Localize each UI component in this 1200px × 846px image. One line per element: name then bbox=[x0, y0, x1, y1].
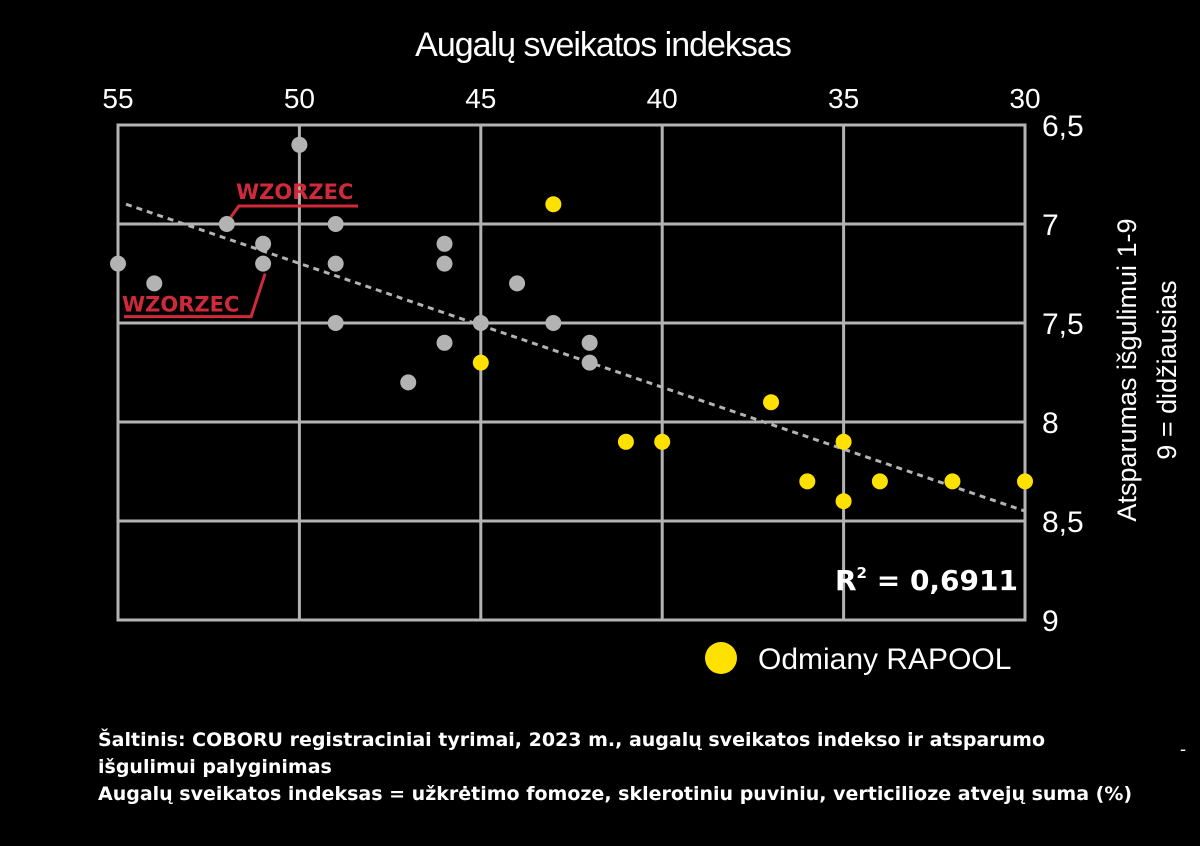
data-point-gray bbox=[110, 255, 126, 272]
x-tick-label: 55 bbox=[102, 83, 133, 114]
data-point-rapool bbox=[617, 433, 634, 450]
x-tick-label: 50 bbox=[284, 83, 315, 114]
y-tick-label: 9 bbox=[1042, 605, 1059, 638]
stray-dash: - bbox=[1180, 739, 1186, 759]
chart-title: Augalų sveikatos indeksas bbox=[415, 26, 791, 64]
annotation-wzorzec-label: WZORZEC bbox=[122, 293, 239, 317]
trend-line bbox=[125, 202, 1026, 513]
data-point-rapool bbox=[545, 196, 562, 213]
data-point-gray bbox=[436, 255, 453, 272]
data-point-gray bbox=[581, 334, 598, 351]
x-tick-label: 45 bbox=[465, 83, 496, 114]
formula-line: Augalų sveikatos indeksas = užkrėtimo fo… bbox=[98, 783, 1133, 805]
data-point-rapool bbox=[835, 493, 852, 510]
data-point-rapool bbox=[871, 473, 888, 490]
x-tick-label: 35 bbox=[828, 83, 859, 114]
data-point-gray bbox=[581, 354, 598, 371]
data-point-rapool bbox=[472, 354, 489, 371]
data-point-rapool bbox=[835, 433, 852, 450]
source-note: Šaltinis: COBORU registraciniai tyrimai,… bbox=[98, 727, 1188, 808]
legend-marker-rapool bbox=[705, 642, 737, 674]
data-point-gray bbox=[146, 275, 163, 292]
y-tick-label: 7,5 bbox=[1042, 308, 1084, 341]
annotation-wzorzec-label: WZORZEC bbox=[236, 180, 353, 204]
y-axis-label-line-1: Atsparumas išgulimui 1-9 bbox=[1112, 218, 1142, 521]
data-point-gray bbox=[327, 216, 344, 232]
data-point-rapool bbox=[763, 394, 780, 411]
data-point-gray bbox=[218, 216, 235, 232]
data-point-gray bbox=[255, 255, 272, 272]
data-point-rapool bbox=[1017, 473, 1033, 490]
y-axis-label-line-2: 9 = didžiausias bbox=[1152, 280, 1182, 459]
data-point-rapool bbox=[799, 473, 816, 490]
y-tick-label: 7 bbox=[1042, 209, 1059, 242]
annotation-leader bbox=[124, 273, 267, 319]
data-point-gray bbox=[436, 235, 453, 252]
data-point-rapool bbox=[944, 473, 961, 490]
annotation-leader bbox=[229, 204, 358, 218]
source-line-2: išgulimui palyginimas bbox=[98, 756, 332, 778]
data-point-gray bbox=[472, 315, 489, 331]
data-point-gray bbox=[255, 235, 272, 252]
legend-label-rapool: Odmiany RAPOOL bbox=[758, 643, 1011, 676]
x-tick-label: 30 bbox=[1009, 83, 1040, 114]
r-squared-label: R2 = 0,6911 bbox=[835, 564, 1018, 597]
data-point-gray bbox=[509, 275, 526, 292]
data-point-gray bbox=[545, 315, 562, 331]
data-point-rapool bbox=[654, 433, 671, 450]
data-point-gray bbox=[436, 334, 453, 351]
data-point-gray bbox=[327, 315, 344, 331]
data-point-gray bbox=[327, 255, 344, 272]
scatter-chart: 55 50 45 40 35 306,5 7 7,5 8 8,5 9 Augalų sveikatos… bbox=[102, 26, 1182, 676]
data-point-gray bbox=[400, 374, 417, 391]
y-tick-label: 8 bbox=[1042, 407, 1059, 440]
y-tick-label: 6,5 bbox=[1042, 110, 1084, 143]
y-tick-label: 8,5 bbox=[1042, 506, 1084, 539]
data-point-gray bbox=[291, 136, 308, 153]
x-tick-label: 40 bbox=[647, 83, 678, 114]
source-line-1: Šaltinis: COBORU registraciniai tyrimai,… bbox=[98, 729, 1046, 751]
